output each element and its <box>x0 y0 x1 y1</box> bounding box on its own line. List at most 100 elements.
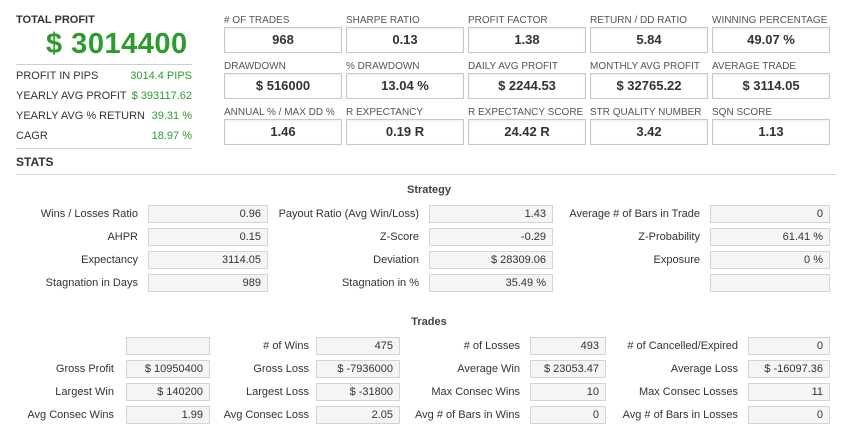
metric-annual-max-dd: ANNUAL % / MAX DD % 1.46 <box>224 106 342 145</box>
trade-label: Avg # of Bars in Losses <box>622 409 738 421</box>
summary-label: YEARLY AVG PROFIT <box>16 90 127 102</box>
summary-label: CAGR <box>16 130 48 142</box>
stat-value: 3114.05 <box>148 251 268 269</box>
stat-value: 1.43 <box>429 205 553 223</box>
metric-sqn-score: SQN SCORE 1.13 <box>712 106 830 145</box>
metric-label: R EXPECTANCY <box>346 107 424 118</box>
stat-label: Z-Score <box>379 231 419 243</box>
metric-value: 49.07 % <box>712 27 830 53</box>
stats-divider <box>16 174 836 175</box>
trade-label: Avg Consec Loss <box>223 409 309 421</box>
metric-value: $ 516000 <box>224 73 342 99</box>
trade-value: 2.05 <box>316 406 400 424</box>
metric-value: 0.19 R <box>346 119 464 145</box>
metric-percent-drawdown: % DRAWDOWN 13.04 % <box>346 60 464 99</box>
summary-label: YEARLY AVG % RETURN <box>16 110 145 122</box>
trade-label: # of Wins <box>263 340 309 352</box>
trade-value-empty <box>126 337 210 355</box>
stat-value: 61.41 % <box>710 228 830 246</box>
metric-value: 1.13 <box>712 119 830 145</box>
trade-value: $ -7936000 <box>316 360 400 378</box>
trade-value: $ 23053.47 <box>530 360 606 378</box>
stat-value: 35.49 % <box>429 274 553 292</box>
trade-value: $ 10950400 <box>126 360 210 378</box>
metric-value: 3.42 <box>590 119 708 145</box>
stat-value: 0.15 <box>148 228 268 246</box>
stat-value: 989 <box>148 274 268 292</box>
metric-label: STR QUALITY NUMBER <box>590 107 702 118</box>
stat-label: Payout Ratio (Avg Win/Loss) <box>278 208 419 220</box>
summary-row-profit-pips: PROFIT IN PIPS 3014.4 PIPS <box>16 70 192 90</box>
trade-value: 0 <box>748 406 830 424</box>
stat-label: Deviation <box>373 254 419 266</box>
metric-return-dd-ratio: RETURN / DD RATIO 5.84 <box>590 14 708 53</box>
stat-value-empty <box>710 274 830 292</box>
trade-label: Gross Loss <box>253 363 309 375</box>
metric-sharpe-ratio: SHARPE RATIO 0.13 <box>346 14 464 53</box>
metric-drawdown: DRAWDOWN $ 516000 <box>224 60 342 99</box>
stat-value: 0 % <box>710 251 830 269</box>
total-profit-value: $ 3014400 <box>46 28 188 60</box>
metric-label: AVERAGE TRADE <box>712 61 797 72</box>
metric-average-trade: AVERAGE TRADE $ 3114.05 <box>712 60 830 99</box>
metric-label: SQN SCORE <box>712 107 773 118</box>
summary-divider <box>16 64 192 65</box>
metric-label: RETURN / DD RATIO <box>590 15 688 26</box>
metric-r-expectancy: R EXPECTANCY 0.19 R <box>346 106 464 145</box>
metric-daily-avg-profit: DAILY AVG PROFIT $ 2244.53 <box>468 60 586 99</box>
metric-label: MONTHLY AVG PROFIT <box>590 61 701 72</box>
summary-value: 3014.4 PIPS <box>130 70 192 82</box>
trade-label: # of Cancelled/Expired <box>627 340 738 352</box>
metric-label: % DRAWDOWN <box>346 61 420 72</box>
trade-value: $ -31800 <box>316 383 400 401</box>
trade-value: $ -16097.36 <box>748 360 830 378</box>
trade-value: 493 <box>530 337 606 355</box>
stat-label: Stagnation in % <box>341 277 419 289</box>
metric-value: 5.84 <box>590 27 708 53</box>
stat-value: -0.29 <box>429 228 553 246</box>
trade-label: Avg # of Bars in Wins <box>415 409 520 421</box>
summary-value: 18.97 % <box>151 130 192 142</box>
metric-label: SHARPE RATIO <box>346 15 420 26</box>
metric-label: PROFIT FACTOR <box>468 15 548 26</box>
trade-value: $ 140200 <box>126 383 210 401</box>
metric-r-expectancy-score: R EXPECTANCY SCORE 24.42 R <box>468 106 586 145</box>
stat-label: Z-Probability <box>638 231 700 243</box>
summary-row-yearly-avg-profit: YEARLY AVG PROFIT $ 393117.62 <box>16 90 192 110</box>
trade-value: 1.99 <box>126 406 210 424</box>
summary-row-cagr: CAGR 18.97 % <box>16 130 192 150</box>
trade-label: Gross Profit <box>55 363 114 375</box>
strategy-heading: Strategy <box>406 184 452 196</box>
stat-value: 0.96 <box>148 205 268 223</box>
stat-label: Average # of Bars in Trade <box>569 208 700 220</box>
metric-value: $ 32765.22 <box>590 73 708 99</box>
metric-profit-factor: PROFIT FACTOR 1.38 <box>468 14 586 53</box>
metric-value: 0.13 <box>346 27 464 53</box>
trade-label: Largest Loss <box>246 386 309 398</box>
trade-label: Average Loss <box>670 363 738 375</box>
metric-str-quality-number: STR QUALITY NUMBER 3.42 <box>590 106 708 145</box>
trade-label: Avg Consec Wins <box>27 409 114 421</box>
metric-label: # OF TRADES <box>224 15 290 26</box>
summary-value: 39.31 % <box>151 110 192 122</box>
total-profit-label: TOTAL PROFIT <box>16 14 95 26</box>
metric-value: 13.04 % <box>346 73 464 99</box>
metric-winning-percentage: WINNING PERCENTAGE 49.07 % <box>712 14 830 53</box>
summary-value: $ 393117.62 <box>131 90 192 102</box>
metric-label: ANNUAL % / MAX DD % <box>224 107 335 118</box>
trade-value: 0 <box>748 337 830 355</box>
trade-label: Max Consec Wins <box>431 386 520 398</box>
metric-value: 1.38 <box>468 27 586 53</box>
stat-value: $ 28309.06 <box>429 251 553 269</box>
metric-value: $ 3114.05 <box>712 73 830 99</box>
stat-label: AHPR <box>107 231 138 243</box>
trade-value: 0 <box>530 406 606 424</box>
metric-value: 1.46 <box>224 119 342 145</box>
stats-heading: STATS <box>16 155 54 169</box>
trade-label: Max Consec Losses <box>638 386 738 398</box>
trade-label: Largest Win <box>55 386 114 398</box>
stat-label: Exposure <box>653 254 700 266</box>
stat-label: Expectancy <box>81 254 138 266</box>
metric-label: R EXPECTANCY SCORE <box>468 107 584 118</box>
trade-label: # of Losses <box>463 340 520 352</box>
